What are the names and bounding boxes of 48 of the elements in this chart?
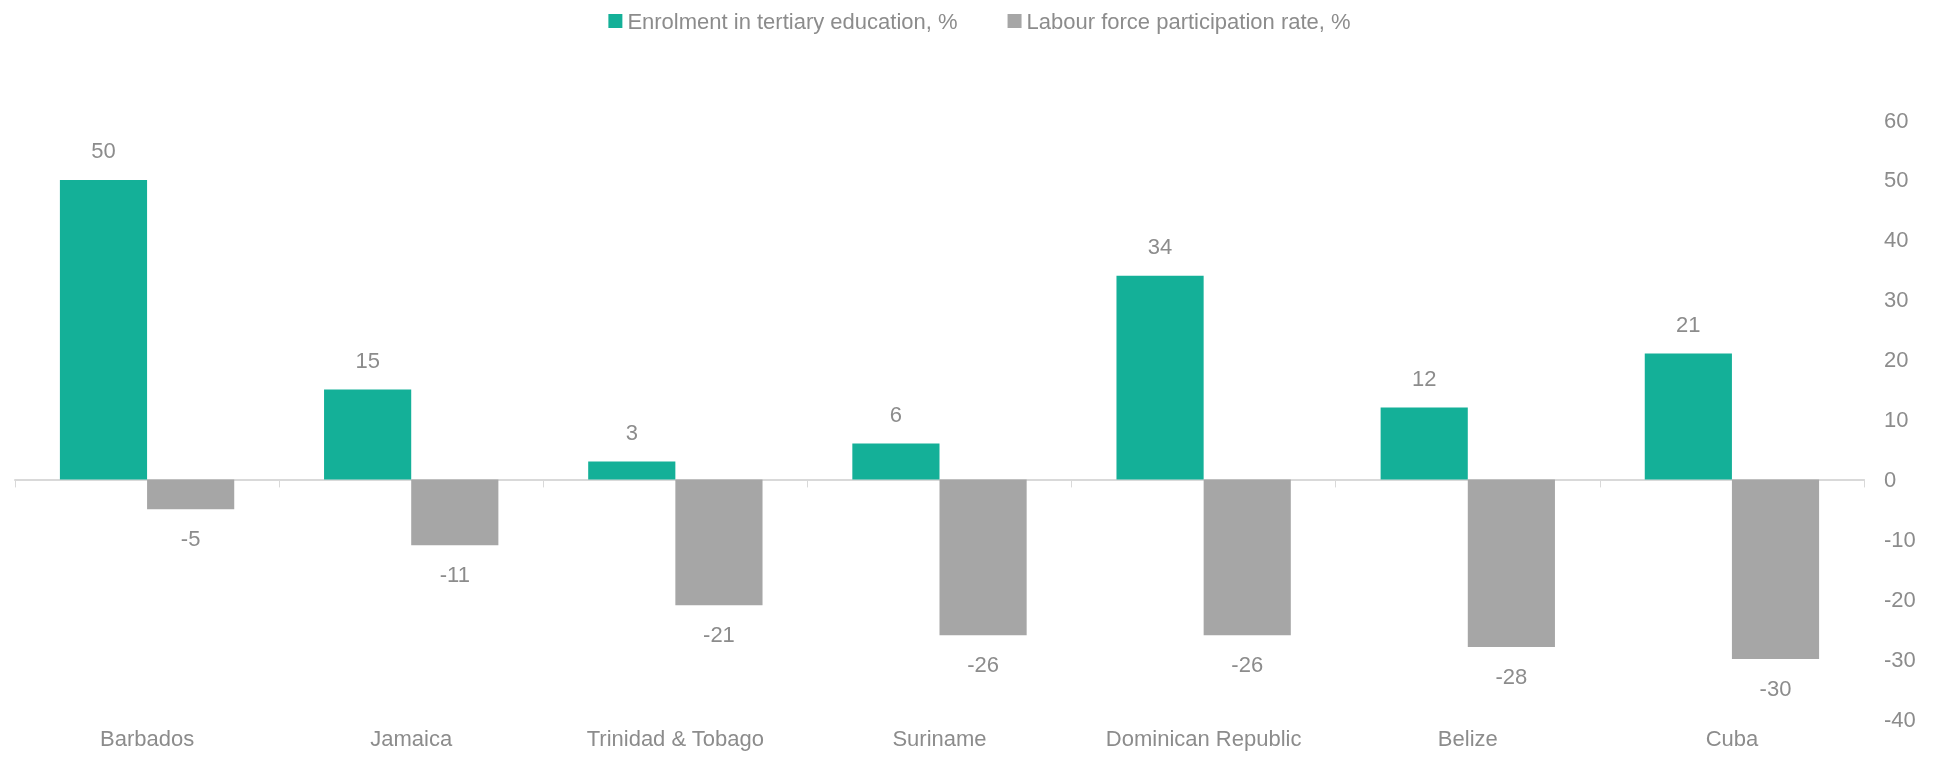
x-tick-label: Belize <box>1437 725 1498 751</box>
bar <box>1380 407 1468 480</box>
y-tick-label: 40 <box>1884 227 1909 253</box>
y-tick-label: 10 <box>1884 407 1909 432</box>
data-label: -21 <box>703 621 735 647</box>
x-tick-label: Barbados <box>99 725 195 751</box>
data-label: -30 <box>1759 675 1792 701</box>
bar <box>147 479 235 510</box>
data-label: -5 <box>180 525 201 551</box>
legend-label: Enrolment in tertiary education, % <box>627 8 958 34</box>
data-label: 12 <box>1411 366 1437 392</box>
data-label: -28 <box>1495 663 1528 689</box>
bar <box>1644 353 1732 480</box>
x-tick-label: Cuba <box>1705 725 1759 751</box>
y-tick-label: -30 <box>1884 646 1916 672</box>
x-tick-label: Trinidad & Tobago <box>586 725 765 751</box>
y-tick-label: 30 <box>1884 287 1909 313</box>
data-label: -11 <box>439 561 470 587</box>
data-label: 21 <box>1676 312 1701 338</box>
bar <box>852 443 940 480</box>
bar <box>1731 479 1820 660</box>
x-tick-label: Suriname <box>892 725 987 751</box>
bar <box>1203 479 1291 636</box>
x-tick-label: Jamaica <box>370 725 453 751</box>
bar <box>1467 479 1555 648</box>
bar <box>59 179 148 480</box>
y-tick-label: -20 <box>1884 586 1916 612</box>
bar <box>675 479 763 606</box>
data-label: 50 <box>91 138 116 164</box>
y-tick-label: -40 <box>1884 706 1916 732</box>
y-tick-label: 50 <box>1884 167 1909 193</box>
bar <box>411 479 499 546</box>
bar <box>1116 275 1204 480</box>
y-tick-label: -10 <box>1884 526 1916 552</box>
data-label: 3 <box>625 419 638 445</box>
x-tick-label: Dominican Republic <box>1105 725 1302 751</box>
data-label: 15 <box>355 348 380 374</box>
legend-label: Labour force participation rate, % <box>1026 8 1351 34</box>
bar <box>939 479 1027 636</box>
data-label: -26 <box>1231 651 1264 677</box>
y-tick-label: 60 <box>1884 107 1909 133</box>
data-label: 34 <box>1147 234 1173 260</box>
y-tick-label: 20 <box>1884 347 1909 373</box>
bar <box>588 461 676 480</box>
data-label: 6 <box>889 401 903 427</box>
bar <box>324 389 412 480</box>
y-tick-label: 0 <box>1884 466 1897 492</box>
data-label: -26 <box>967 651 999 677</box>
